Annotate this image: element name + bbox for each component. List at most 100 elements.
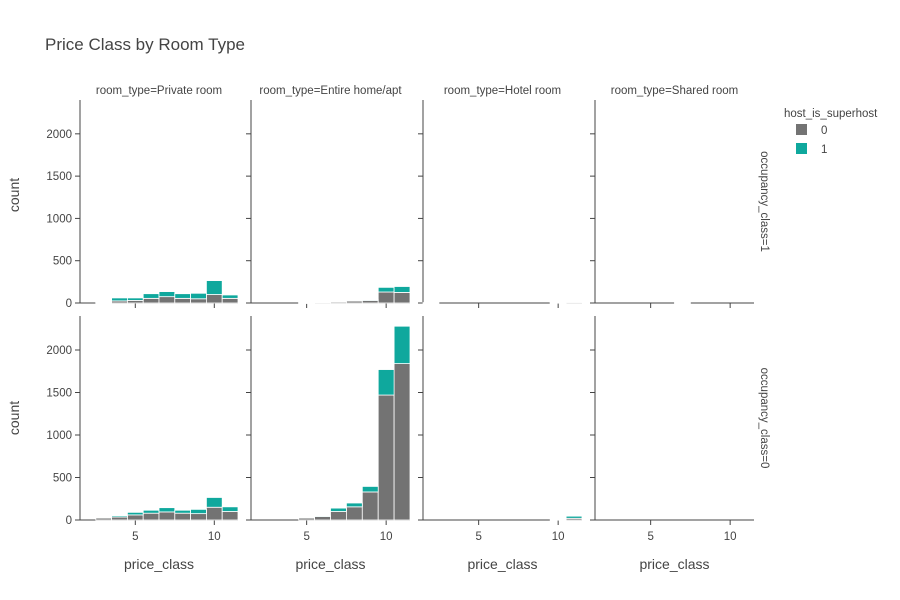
histogram-bar (314, 516, 331, 521)
histogram-bar (158, 296, 176, 304)
histogram-bar (377, 291, 395, 304)
histogram-bar (158, 507, 176, 513)
histogram-bar (190, 292, 207, 300)
histogram-bar (95, 301, 113, 304)
histogram-bar (393, 286, 411, 293)
histogram-bar (377, 369, 395, 396)
histogram-bar (330, 507, 347, 512)
histogram-bar (393, 363, 411, 521)
histogram-bar (205, 506, 223, 521)
x-tick-label: 10 (724, 531, 737, 543)
histogram-bar (205, 497, 223, 508)
histogram-bar (142, 293, 160, 299)
facet-panel: 5 10 price_class (418, 316, 582, 572)
facet-panels: 0 500 1000 1500 2000 room_type=Private room ro… (46, 85, 770, 572)
histogram-bar (221, 297, 239, 304)
column-facet-label: room_type=Private room (96, 85, 222, 97)
facet-panel: room_type=Entire home/apt (246, 85, 410, 308)
y-axis-title-bottom: count (6, 401, 22, 435)
histogram-bar (422, 302, 440, 304)
histogram-bar (174, 509, 192, 514)
histogram-bar (345, 300, 363, 302)
facet-panel: room_type=Shared room (590, 85, 754, 308)
histogram-bar (330, 300, 347, 303)
x-axis-title: price_class (467, 556, 537, 572)
histogram-bar (111, 297, 128, 302)
histogram-bar (221, 294, 239, 299)
y-tick-label: 500 (53, 256, 72, 268)
histogram-bar (361, 486, 379, 493)
histogram-bar (221, 511, 239, 521)
histogram-bar (377, 394, 395, 521)
x-tick-label: 10 (380, 531, 393, 543)
y-tick-label: 1500 (46, 388, 72, 400)
facet-panel: room_type=Hotel room (418, 85, 582, 308)
histogram-bar (298, 517, 316, 519)
x-tick-label: 10 (208, 531, 221, 543)
x-axis-title: price_class (124, 556, 194, 572)
column-facet-label: room_type=Shared room (611, 85, 739, 97)
legend-label[interactable]: 0 (821, 125, 827, 137)
histogram-bar (174, 512, 192, 521)
column-facet-label: room_type=Entire home/apt (259, 85, 402, 97)
legend: host_is_superhost 0 1 (784, 108, 878, 156)
histogram-bar (174, 297, 192, 304)
column-facet-label: room_type=Hotel room (444, 85, 561, 97)
histogram-bar (565, 515, 583, 519)
y-tick-label: 1500 (46, 171, 72, 183)
y-axis-title-top: count (6, 178, 22, 212)
legend-label[interactable]: 1 (821, 144, 827, 156)
x-axis-title: price_class (639, 556, 709, 572)
legend-swatch[interactable] (796, 124, 807, 135)
histogram-bar (111, 516, 128, 521)
x-tick-label: 5 (303, 531, 309, 543)
histogram-bar (565, 301, 583, 303)
x-tick-label: 5 (475, 531, 481, 543)
histogram-bar (345, 502, 363, 508)
histogram-bar (158, 511, 176, 521)
histogram-bar (205, 280, 223, 295)
histogram-bar (549, 302, 567, 304)
histogram-bar (393, 325, 411, 365)
y-tick-label: 2000 (46, 129, 72, 141)
x-axis-title: price_class (295, 556, 365, 572)
histogram-bar (205, 294, 223, 304)
row-facet-label: occupancy_class=1 (758, 151, 770, 252)
y-tick-label: 0 (66, 298, 72, 310)
histogram-bar (393, 292, 411, 304)
histogram-bar (361, 299, 379, 301)
histogram-bar (127, 297, 144, 301)
histogram-bar (174, 293, 192, 299)
histogram-bar (221, 506, 239, 512)
histogram-bar (158, 291, 176, 298)
histogram-bar (190, 513, 207, 521)
y-tick-label: 500 (53, 473, 72, 485)
y-tick-label: 1000 (46, 213, 72, 225)
histogram-bar (377, 286, 395, 293)
histogram-bar (95, 517, 113, 519)
facet-panel: 0 500 1000 1500 2000 room_type=Private room (46, 85, 238, 310)
histogram-bar (330, 511, 347, 521)
histogram-bar (314, 301, 331, 304)
x-tick-label: 5 (647, 531, 653, 543)
histogram-bar (190, 508, 207, 515)
chart-title: Price Class by Room Type (45, 35, 245, 54)
histogram-bar (674, 302, 691, 304)
histogram-bar (345, 506, 363, 521)
histogram-bar (142, 509, 160, 514)
facet-panel: 0 500 1000 1500 2000 5 10 price_class (46, 316, 238, 572)
histogram-bar (549, 519, 567, 521)
y-tick-label: 1000 (46, 430, 72, 442)
histogram-bar (298, 302, 316, 304)
y-tick-label: 0 (66, 515, 72, 527)
row-facet-label: occupancy_class=0 (758, 368, 770, 469)
histogram-bar (190, 298, 207, 304)
histogram-bar (127, 511, 144, 516)
histogram-bar (127, 514, 144, 521)
legend-swatch[interactable] (796, 143, 807, 154)
histogram-bar (361, 491, 379, 521)
histogram-bar (142, 512, 160, 521)
legend-title: host_is_superhost (784, 108, 878, 120)
y-tick-label: 2000 (46, 345, 72, 357)
